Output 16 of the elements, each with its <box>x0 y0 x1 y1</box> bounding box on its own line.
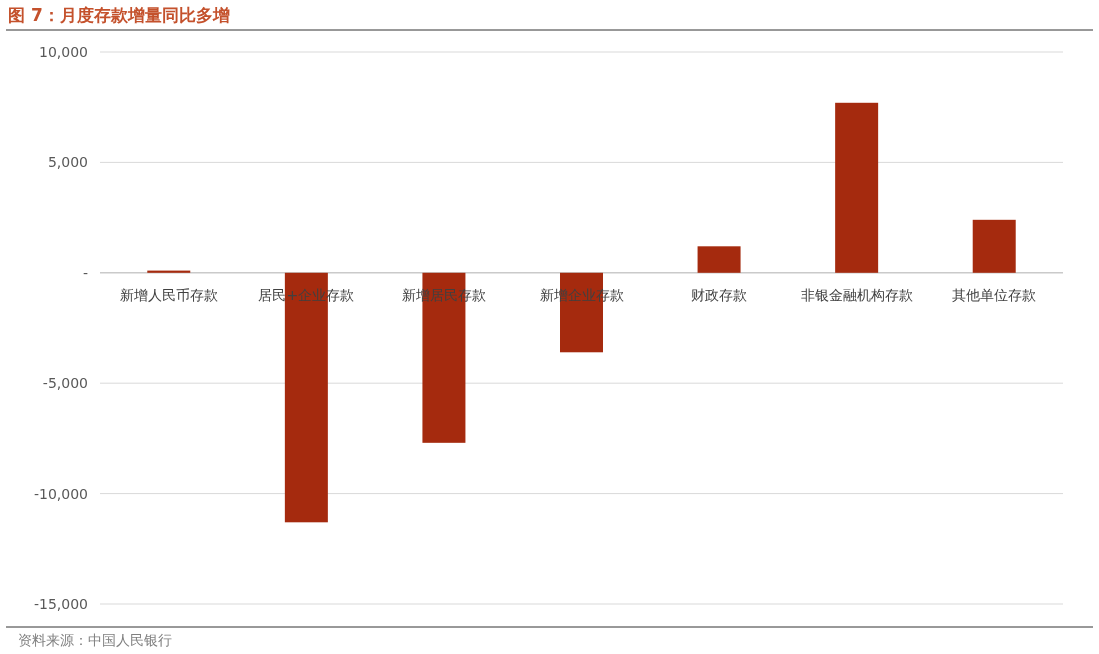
chart-title: 图 7：月度存款增量同比多增 <box>8 5 230 25</box>
x-tick-label: 其他单位存款 <box>952 286 1037 303</box>
y-tick-label: -5,000 <box>42 375 88 392</box>
x-tick-label: 新增人民币存款 <box>119 286 218 303</box>
x-tick-label: 财政存款 <box>691 286 748 303</box>
y-tick-label: 5,000 <box>47 154 88 171</box>
text: 资料来源：中国人民银行 <box>18 632 172 648</box>
bar <box>697 246 741 273</box>
x-tick-label: 非银金融机构存款 <box>800 286 913 303</box>
bar <box>147 270 191 273</box>
bar <box>972 219 1016 273</box>
bar <box>835 102 879 273</box>
y-tick-label: -15,000 <box>33 596 88 612</box>
y-tick-label: 10,000 <box>39 44 88 60</box>
y-tick-label: - <box>82 264 88 281</box>
y-tick-label: -10,000 <box>33 485 88 502</box>
